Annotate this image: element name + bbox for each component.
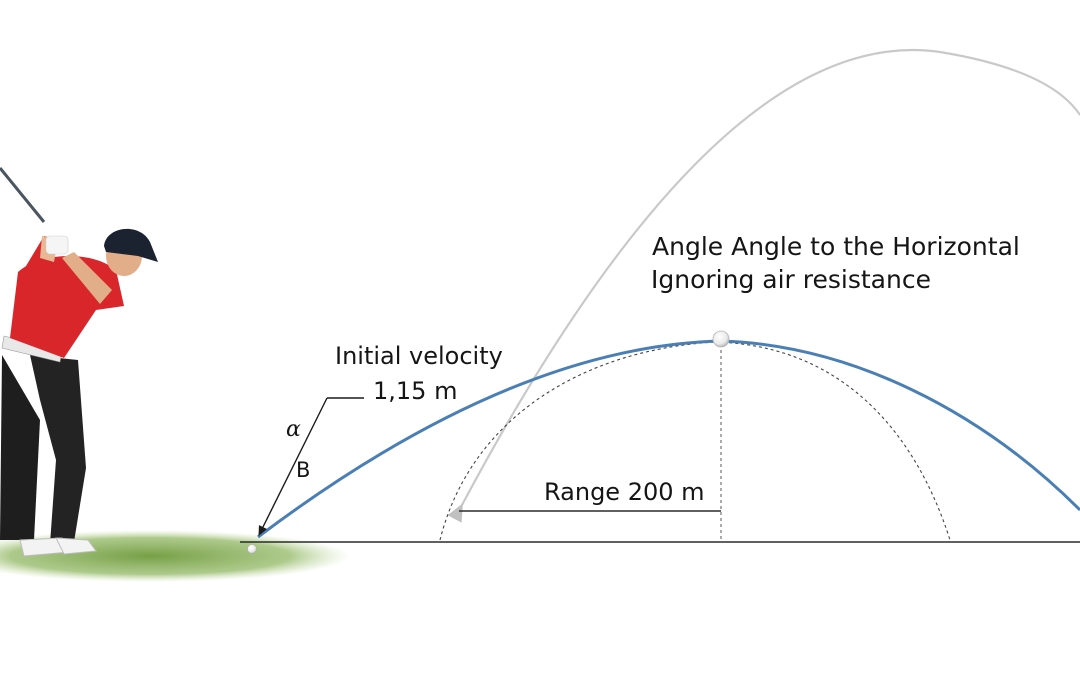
dashed-guide-curve	[439, 341, 951, 541]
guide-arc	[447, 48, 1080, 523]
air-resistance-note: Ignoring air resistance	[651, 265, 931, 294]
apex-ball-icon	[712, 330, 730, 348]
range-label: Range 200 m	[544, 478, 705, 506]
velocity-value: 1,15 m	[373, 377, 458, 405]
diagram-title: Angle Angle to the Horizontal	[652, 232, 1020, 261]
golf-ball-icon	[247, 544, 257, 554]
ball-trajectory	[257, 339, 1080, 539]
angle-symbol-b: B	[296, 458, 311, 482]
velocity-arrow	[258, 397, 328, 537]
velocity-label: Initial velocity	[335, 342, 503, 370]
angle-symbol-alpha: α	[286, 417, 301, 442]
golfer-illustration	[0, 167, 158, 557]
